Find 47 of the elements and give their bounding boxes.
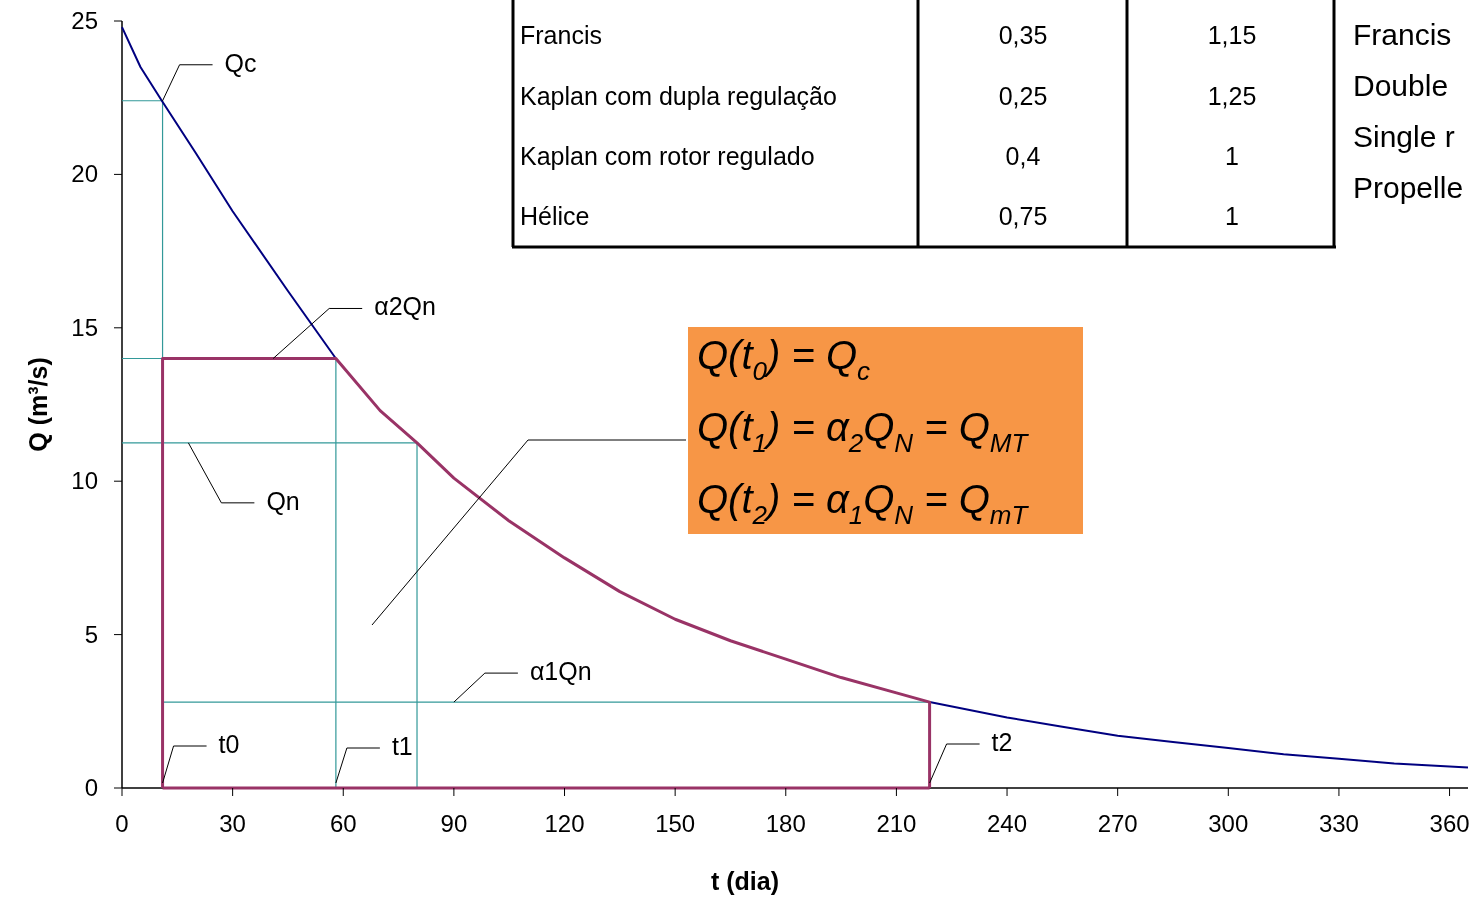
x-tick-label: 300 — [1208, 810, 1249, 837]
annotation: Q(t$_{2}$) = α$_{1}$Q$_{N}$ = Q$_{mT}$ — [697, 476, 1030, 530]
x-tick-label: 120 — [544, 810, 585, 837]
x-tick-label: 30 — [219, 810, 246, 837]
annotation: 1 — [1225, 201, 1239, 230]
x-tick-label: 270 — [1097, 810, 1138, 837]
y-tick-label: 5 — [84, 620, 98, 648]
x-tick-label: 330 — [1318, 810, 1359, 837]
annotation: t2 — [991, 727, 1013, 756]
y-tick-label: 15 — [71, 313, 98, 341]
x-tick-label: 360 — [1429, 810, 1470, 837]
annotation: 1 — [1225, 141, 1239, 170]
x-tick-label: 240 — [987, 810, 1028, 837]
y-tick-label: 10 — [71, 467, 98, 495]
annotation: 0,4 — [1005, 141, 1041, 170]
annotation: 0,35 — [998, 20, 1048, 49]
y-tick-label: 0 — [84, 774, 98, 801]
annotation: Q(t$_{1}$) = α$_{2}$Q$_{N}$ = Q$_{MT}$ — [697, 404, 1030, 458]
y-tick-label: 20 — [71, 160, 98, 188]
y-axis-title: Q (m³/s) — [23, 357, 52, 452]
x-tick-label: 210 — [876, 810, 917, 837]
annotation: α1Qn — [529, 656, 592, 685]
annotation: 1,15 — [1207, 20, 1257, 49]
annotation: 0,25 — [998, 81, 1048, 110]
annotation: Propelle — [1353, 170, 1464, 204]
annotation: Double — [1353, 68, 1449, 102]
x-tick-label: 60 — [329, 810, 357, 837]
annotation: α2Qn — [374, 292, 436, 321]
annotation: Francis — [1353, 17, 1452, 51]
annotation: Francis — [520, 20, 602, 49]
annotation: Qn — [266, 486, 300, 515]
annotation: Single r — [1353, 119, 1455, 153]
y-tick-label: 25 — [71, 7, 98, 34]
x-tick-label: 0 — [115, 810, 129, 837]
annotation: Q(t$_{0}$) = Q$_{c}$ — [697, 332, 871, 386]
x-tick-label: 180 — [765, 810, 806, 837]
x-tick-label: 90 — [440, 810, 468, 837]
x-tick-label: 150 — [655, 810, 696, 837]
x-axis-title: t (dia) — [710, 867, 780, 895]
annotation: Qc — [224, 48, 257, 77]
annotation: t1 — [391, 731, 413, 760]
annotation: Kaplan com rotor regulado — [520, 141, 815, 170]
annotation: 0,75 — [998, 201, 1048, 230]
annotation: Kaplan com dupla regulação — [520, 81, 837, 110]
annotation: t0 — [218, 729, 240, 758]
annotation: 1,25 — [1207, 81, 1257, 110]
annotation: Hélice — [520, 201, 590, 230]
